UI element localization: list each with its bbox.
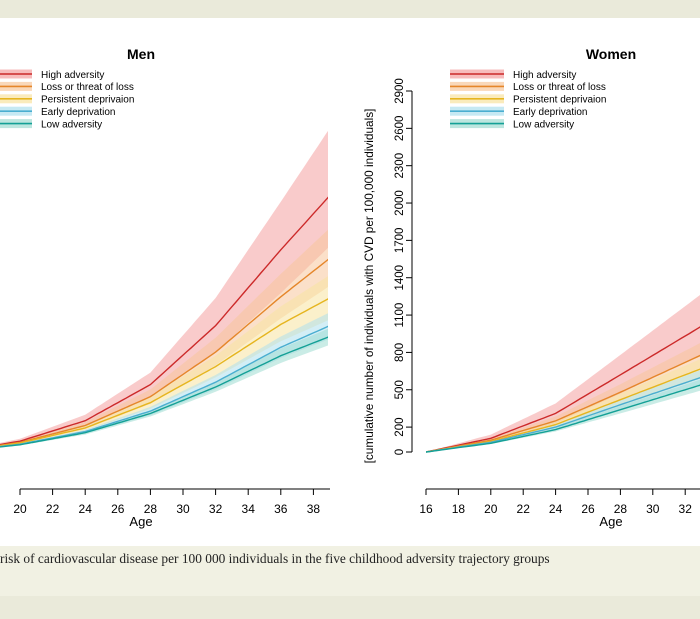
x-axis-label: Age — [599, 514, 622, 529]
x-tick-label: 28 — [144, 502, 158, 516]
x-tick-label: 26 — [111, 502, 125, 516]
series-line-3 — [426, 377, 700, 453]
x-tick-label: 32 — [209, 502, 223, 516]
legend-label: Low adversity — [513, 119, 574, 130]
series-line-4 — [426, 384, 700, 453]
series-line-0 — [426, 326, 700, 453]
x-tick-label: 24 — [79, 502, 93, 516]
x-tick-label: 34 — [242, 502, 256, 516]
y-tick-label: 2300 — [394, 153, 406, 179]
chart-women: Women 16 18 20 22 24 26 28 30 32 Age 0 200 500 800 1100… — [362, 46, 700, 529]
x-tick-label: 20 — [484, 502, 498, 516]
chart-figure: Men 20 22 24 26 28 30 32 34 36 38 Age High adversity… — [0, 46, 700, 529]
y-tick-label: 2000 — [394, 190, 406, 216]
x-tick-label: 30 — [176, 502, 190, 516]
y-tick-label: 1400 — [394, 265, 406, 291]
y-tick-label: 200 — [394, 418, 406, 437]
series-line-4 — [0, 336, 328, 448]
y-tick-label: 2900 — [394, 78, 406, 104]
y-tick-label: 2600 — [394, 116, 406, 142]
series-line-1 — [426, 354, 700, 453]
x-tick-label: 26 — [581, 502, 595, 516]
x-tick-label: 30 — [646, 502, 660, 516]
legend-label: Persistent deprivaion — [513, 95, 606, 106]
x-tick-label: 36 — [274, 502, 288, 516]
legend-label: Early deprivation — [513, 107, 587, 118]
legend-label: High adversity — [41, 70, 104, 81]
legend-label: Loss or threat of loss — [513, 82, 606, 93]
series-line-0 — [0, 196, 328, 446]
figure-caption: risk of cardiovascular disease per 100 0… — [0, 551, 550, 566]
bottom-strip — [0, 596, 700, 619]
series-line-2 — [426, 368, 700, 453]
figure-panel: Men 20 22 24 26 28 30 32 34 36 38 Age High adversity… — [0, 18, 700, 546]
plot-area — [426, 294, 700, 453]
chart-title: Men — [127, 46, 155, 62]
legend-label: High adversity — [513, 70, 576, 81]
y-tick-label: 1700 — [394, 228, 406, 254]
y-tick-label: 0 — [394, 449, 406, 455]
y-tick-label: 500 — [394, 380, 406, 399]
x-tick-label: 20 — [13, 502, 27, 516]
x-axis-label: Age — [129, 514, 152, 529]
chart-title: Women — [586, 46, 636, 62]
y-axis-label: [cumulative number of individuals with C… — [362, 109, 376, 464]
y-tick-label: 800 — [394, 343, 406, 362]
y-tick-label: 1100 — [394, 303, 406, 328]
x-tick-label: 18 — [452, 502, 466, 516]
x-tick-label: 32 — [679, 502, 693, 516]
legend-label: Early deprivation — [41, 107, 115, 118]
x-tick-label: 16 — [419, 502, 433, 516]
legend-label: Loss or threat of loss — [41, 82, 134, 93]
chart-men: Men 20 22 24 26 28 30 32 34 36 38 Age High adversity… — [0, 46, 330, 529]
series-line-2 — [0, 298, 328, 447]
x-tick-label: 38 — [307, 502, 321, 516]
x-tick-label: 22 — [517, 502, 531, 516]
legend-label: Persistent deprivaion — [41, 95, 134, 106]
x-tick-label: 22 — [46, 502, 60, 516]
x-tick-label: 28 — [614, 502, 628, 516]
top-strip — [0, 0, 700, 18]
x-tick-label: 24 — [549, 502, 563, 516]
plot-area — [0, 130, 328, 448]
legend-label: Low adversity — [41, 119, 102, 130]
